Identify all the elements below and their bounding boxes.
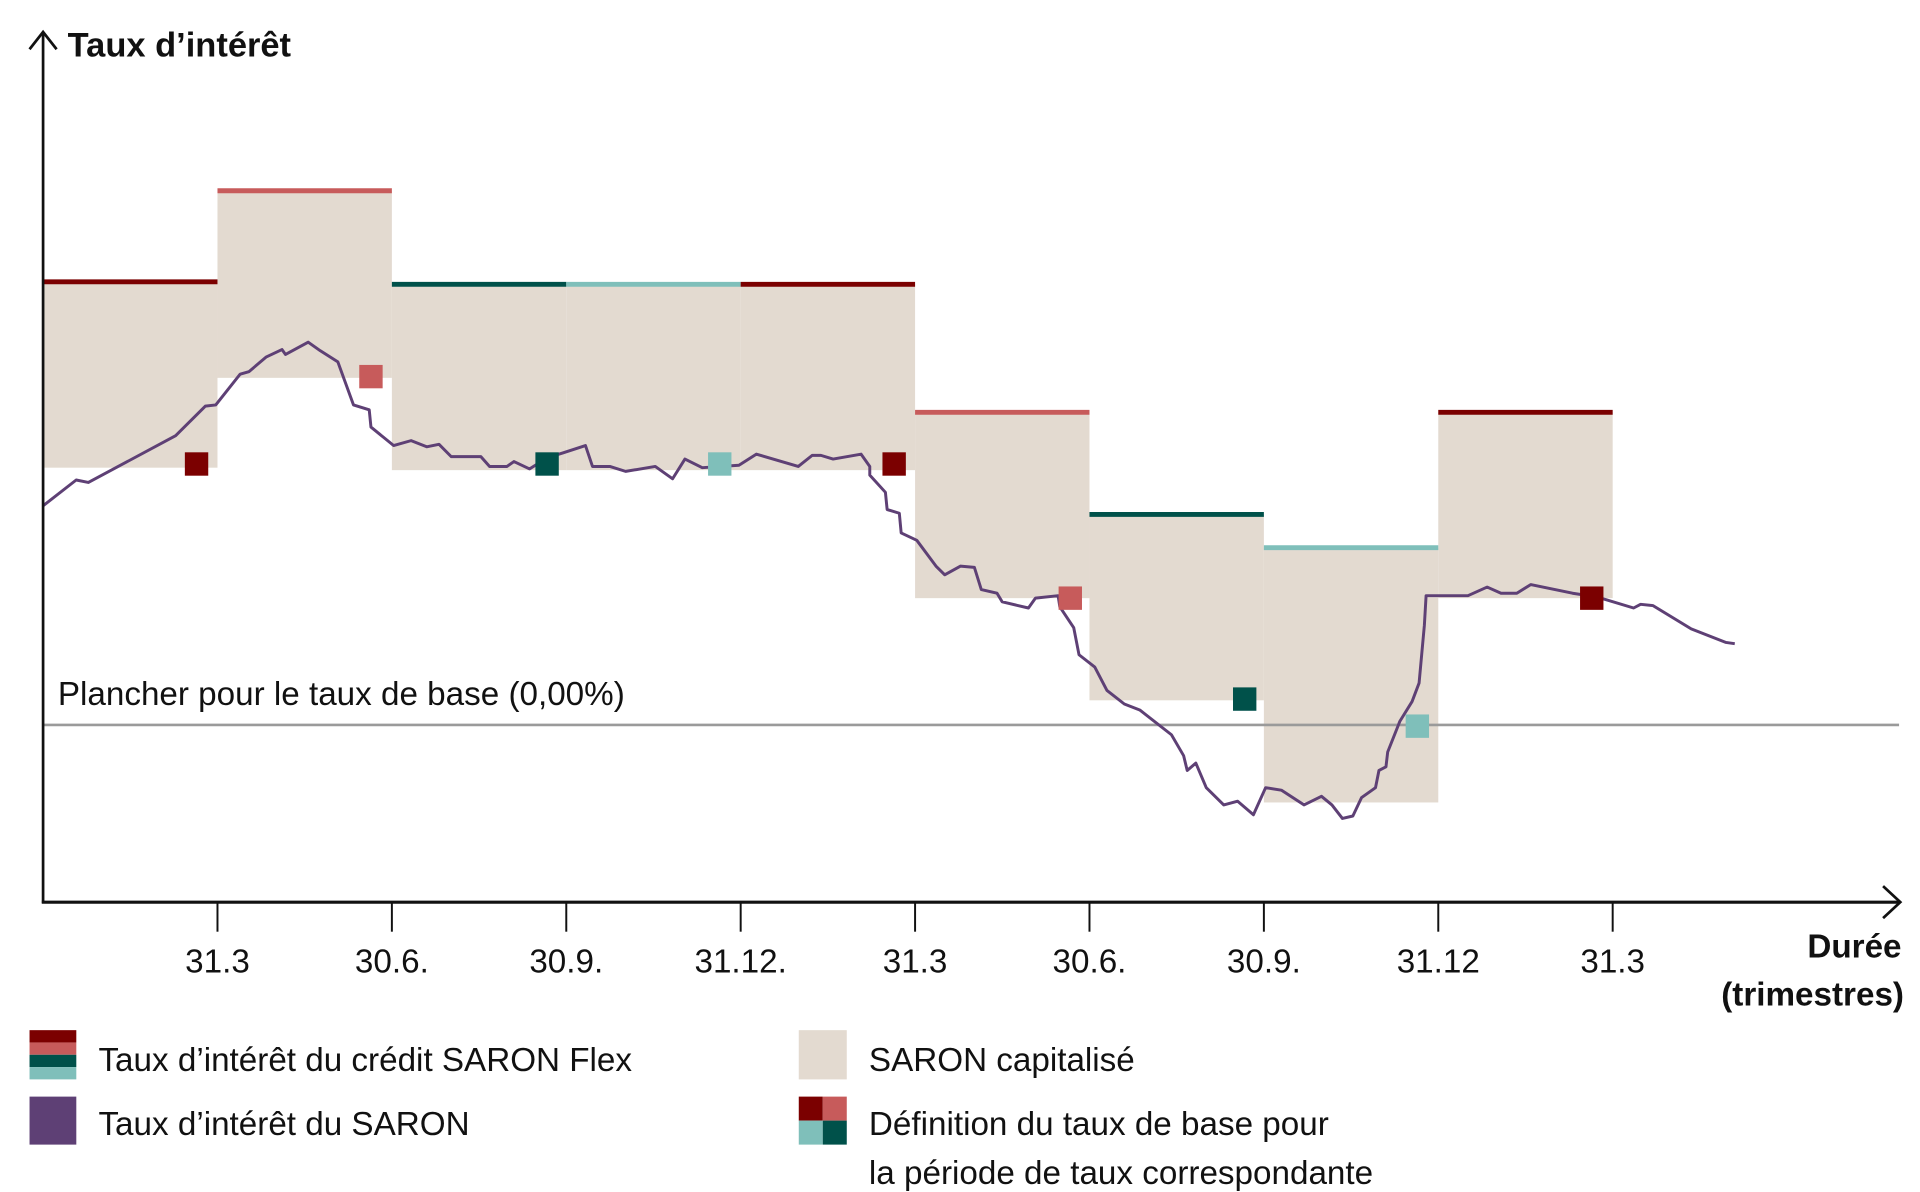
legend-swatch-base-1: [798, 1096, 823, 1121]
base-rate-marker: [1580, 586, 1604, 610]
x-ticks: 31.3 30.6. 30.9. 31.12. 31.3 30.6. 30.9. 31.12 3…: [185, 902, 1645, 980]
legend-swatch-flex-1: [29, 1030, 77, 1043]
legend-swatch-saron: [29, 1096, 77, 1145]
base-rate-marker: [882, 452, 906, 476]
x-axis-title-line2: (trimestres): [1721, 977, 1904, 1014]
legend-label-base-rate-line2: la période de taux correspondante: [869, 1155, 1373, 1192]
capitalized-saron-area: [217, 190, 392, 378]
legend-label-base-rate-line1: Définition du taux de base pour: [869, 1106, 1329, 1143]
legend-swatch-flex-4: [29, 1067, 77, 1080]
capitalized-saron-area: [1089, 514, 1264, 701]
x-tick-label: 31.3: [883, 943, 948, 980]
capitalized-saron-area: [391, 284, 567, 471]
base-rate-marker: [1233, 687, 1257, 711]
legend-label-flex-rate: Taux d’intérêt du crédit SARON Flex: [98, 1042, 632, 1079]
legend-item-flex-rate: Taux d’intérêt du crédit SARON Flex: [29, 1030, 632, 1080]
legend-item-saron: Taux d’intérêt du SARON: [29, 1096, 470, 1145]
base-rate-marker: [708, 452, 732, 476]
legend-item-base-rate: Définition du taux de base pour la pério…: [798, 1096, 1373, 1192]
y-axis-title: Taux d’intérêt: [68, 27, 292, 65]
legend-swatch-flex-2: [29, 1042, 77, 1055]
capitalized-saron-area: [43, 281, 218, 468]
legend-label-capitalized: SARON capitalisé: [869, 1042, 1135, 1079]
x-tick-label: 30.9.: [1227, 943, 1301, 980]
capitalized-saron-areas: [43, 190, 1613, 803]
x-tick-label: 30.6.: [1053, 943, 1127, 980]
x-tick-label: 30.9.: [529, 943, 603, 980]
y-axis-arrow-icon: [28, 29, 58, 51]
capitalized-saron-area: [566, 284, 741, 471]
x-tick-label: 31.12.: [694, 943, 786, 980]
capitalized-saron-area: [915, 412, 1090, 599]
x-axis-arrow-icon: [1882, 885, 1903, 920]
x-tick-label: 31.3: [185, 943, 250, 980]
capitalized-saron-area: [740, 284, 916, 471]
flex-rate-lines: [43, 188, 1613, 551]
saron-line: [42, 340, 1735, 820]
base-rate-marker: [1405, 714, 1430, 738]
legend-item-capitalized: SARON capitalisé: [798, 1030, 1135, 1080]
capitalized-saron-area: [1263, 547, 1439, 803]
capitalized-saron-area: [1438, 412, 1613, 599]
legend-label-saron: Taux d’intérêt du SARON: [98, 1106, 469, 1143]
base-rate-marker: [535, 452, 559, 476]
base-rate-markers: [184, 364, 1604, 738]
saron-series: [42, 340, 1735, 820]
legend-swatch-capitalized: [798, 1030, 847, 1080]
x-tick-label: 31.12: [1397, 943, 1480, 980]
floor-label: Plancher pour le taux de base (0,00%): [58, 676, 625, 713]
legend-swatch-base-2: [822, 1096, 847, 1121]
x-axis-title-line1: Durée: [1807, 929, 1901, 966]
x-tick-label: 31.3: [1580, 943, 1645, 980]
legend-swatch-base-4: [822, 1120, 847, 1145]
legend-swatch-base-3: [798, 1120, 823, 1145]
base-rate-marker: [359, 364, 383, 389]
base-rate-marker: [184, 452, 209, 476]
legend: Taux d’intérêt du crédit SARON Flex Taux…: [29, 1030, 1373, 1192]
legend-swatch-flex-3: [29, 1054, 77, 1068]
base-rate-marker: [1058, 586, 1082, 610]
x-tick-label: 30.6.: [355, 943, 429, 980]
